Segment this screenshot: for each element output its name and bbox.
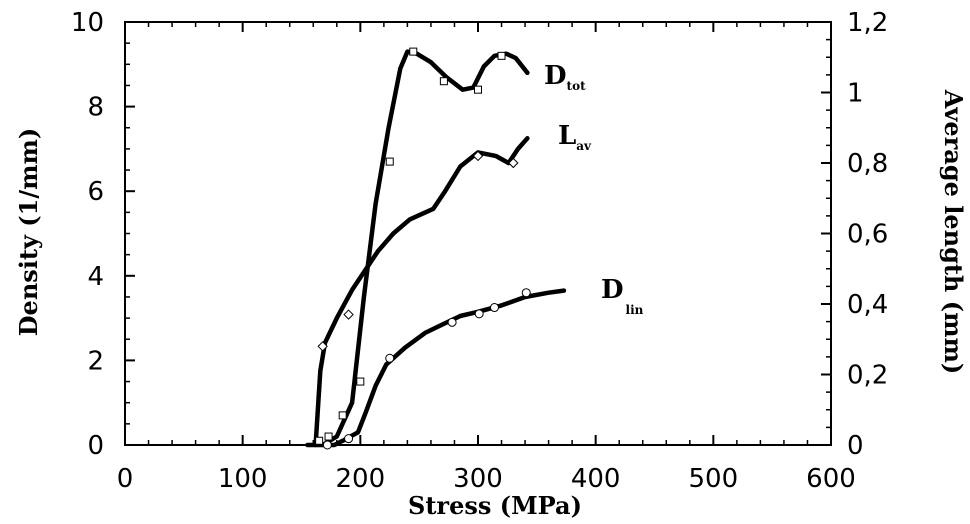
y2-tick-label: 0,6 [847,220,888,250]
series-markers [315,47,531,450]
x-tick-label: 100 [218,464,268,494]
plot-frame [124,21,832,446]
data-point-d-tot [474,85,482,94]
data-point-d-tot [385,157,394,166]
data-point-l-av [508,157,519,169]
x-tick-label: 400 [571,464,621,494]
y2-tick-label: 0 [847,431,864,461]
data-point-d-tot [324,432,333,441]
axis-ticks [124,21,832,446]
y2-tick-label: 0,2 [847,361,888,391]
series-line-l-av [313,136,530,448]
y2-tick-label: 0,8 [847,149,888,179]
series-label-lav: Lav [558,121,592,153]
y-axis-title: Density (1/mm) [14,128,43,337]
x-tick-label: 0 [117,464,134,494]
data-point-d-tot [315,436,324,445]
tick-labels: 0 100 200 300 400 500 600024681000,20,40,60,81… [71,8,888,494]
data-point-d-lin [489,303,499,313]
y2-tick-label: 0,4 [847,290,888,320]
x-tick-label: 600 [806,464,856,494]
series-label-dlin: Dlin [601,275,644,317]
data-point-d-lin [322,440,332,450]
y2-tick-label: 1 [847,79,864,109]
data-point-d-tot [497,51,506,60]
series-lines [305,49,567,448]
data-point-d-lin [474,309,484,319]
y2-axis-title: Average length (mm) [939,89,968,374]
x-tick-label: 300 [453,464,503,494]
series-line-d-lin [320,288,567,448]
data-point-d-lin [521,288,531,298]
series-line-d-tot [305,49,530,448]
data-point-d-tot [356,377,365,386]
data-point-d-tot [409,47,418,56]
y2-tick-label: 1,2 [847,8,888,38]
data-point-d-lin [385,353,395,363]
x-tick-label: 500 [689,464,739,494]
y-tick-label: 4 [87,262,104,292]
series-label-dtot: Dtot [544,61,586,93]
data-point-d-lin [344,434,354,444]
y-tick-label: 6 [87,177,104,207]
y-tick-label: 0 [87,431,104,461]
data-point-d-lin [447,317,457,327]
y-tick-label: 8 [87,93,104,123]
x-tick-label: 200 [336,464,386,494]
data-point-d-tot [338,411,347,420]
plot-border [124,21,832,446]
data-point-l-av [317,341,328,352]
y-tick-label: 2 [87,346,104,376]
data-point-l-av [343,309,354,320]
x-axis-title: Stress (MPa) [408,491,582,520]
data-point-l-av [472,150,484,162]
y-tick-label: 10 [71,8,104,38]
data-point-d-tot [439,77,448,86]
